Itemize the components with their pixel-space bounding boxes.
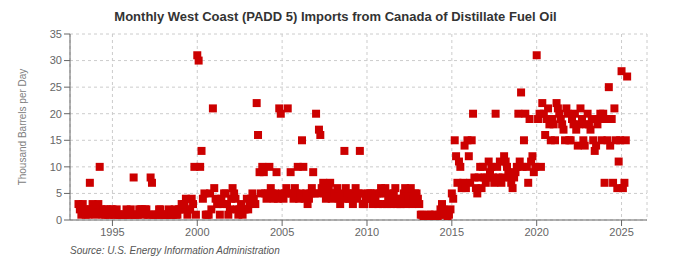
svg-text:25: 25 (50, 81, 62, 93)
html-text:Source: U.S. Energy Informatio: Source: U.S. Energy Information Administ… (70, 245, 280, 256)
html-text:Monthly West Coast (PADD 5) Im: Monthly West Coast (PADD 5) Imports from… (114, 9, 557, 24)
svg-text:15: 15 (50, 134, 62, 146)
svg-text:0: 0 (56, 214, 62, 226)
svg-text:2025: 2025 (609, 226, 633, 238)
svg-text:2010: 2010 (355, 226, 379, 238)
svg-text:2000: 2000 (185, 226, 209, 238)
svg-text:20: 20 (50, 108, 62, 120)
svg-text:2015: 2015 (440, 226, 464, 238)
svg-text:2020: 2020 (524, 226, 548, 238)
svg-text:2005: 2005 (270, 226, 294, 238)
svg-text:1995: 1995 (100, 226, 124, 238)
svg-text:10: 10 (50, 161, 62, 173)
svg-text:30: 30 (50, 54, 62, 66)
svg-text:5: 5 (56, 187, 62, 199)
svg-text:Thousand Barrels per Day: Thousand Barrels per Day (17, 69, 28, 186)
svg-text:35: 35 (50, 28, 62, 40)
